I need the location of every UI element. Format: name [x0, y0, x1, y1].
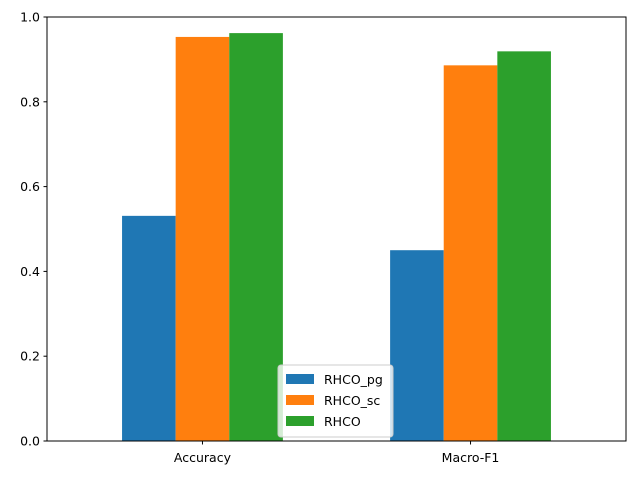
- legend-swatch: [286, 374, 314, 384]
- bar-rhco-sc-accuracy: [175, 36, 230, 441]
- legend-swatch: [286, 395, 314, 405]
- y-tick-label: 0.2: [20, 349, 40, 364]
- legend: RHCO_pg RHCO_sc RHCO: [277, 364, 394, 438]
- bars-group: [122, 33, 551, 442]
- legend-label: RHCO_pg: [324, 372, 383, 387]
- y-tick-label: 0.0: [20, 434, 40, 449]
- legend-label: RHCO: [324, 414, 361, 429]
- x-tick-label: Macro-F1: [442, 450, 500, 465]
- y-tick-label: 0.4: [20, 264, 40, 279]
- y-tick-label: 0.6: [20, 179, 40, 194]
- y-tick-label: 1.0: [20, 10, 40, 25]
- legend-swatch: [286, 416, 314, 426]
- bar-rhco-pg-macro-f1: [390, 250, 444, 441]
- bar-rhco-pg-accuracy: [122, 215, 176, 441]
- bar-rhco-accuracy: [229, 33, 283, 441]
- y-axis: 0.0 0.2 0.4 0.6 0.8 1.0: [20, 10, 47, 449]
- x-axis: Accuracy Macro-F1: [174, 441, 499, 465]
- legend-label: RHCO_sc: [324, 393, 380, 408]
- x-tick-label: Accuracy: [174, 450, 232, 465]
- bar-rhco-macro-f1: [497, 51, 551, 442]
- y-tick-label: 0.8: [20, 94, 40, 109]
- bar-rhco-sc-macro-f1: [443, 65, 498, 441]
- axes-frame: [46, 16, 627, 442]
